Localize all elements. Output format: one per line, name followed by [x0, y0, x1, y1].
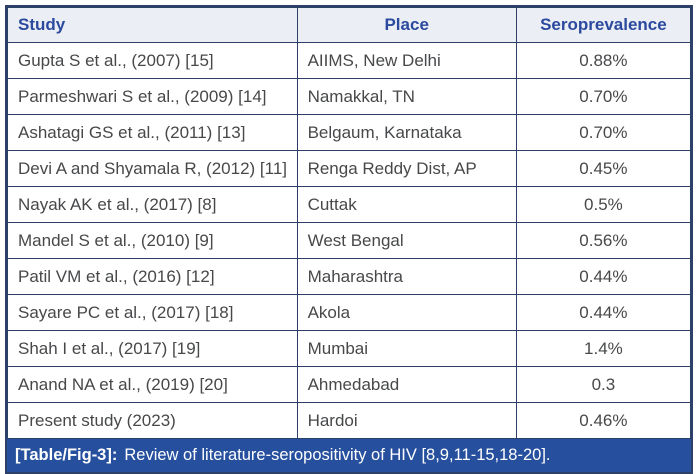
table-row: Patil VM et al., (2016) [12] Maharashtra…: [7, 258, 692, 295]
table-row: Parmeshwari S et al., (2009) [14] Namakk…: [7, 78, 692, 115]
table-cell-study: Anand NA et al., (2019) [20]: [7, 366, 298, 403]
table-cell-study: Devi A and Shyamala R, (2012) [11]: [7, 150, 298, 187]
table-cell-seroprevalence: 1.4%: [515, 330, 692, 367]
table-fig-3: Study Place Seroprevalence Gupta S et al…: [5, 5, 693, 474]
table-row: Sayare PC et al., (2017) [18] Akola 0.44…: [7, 294, 692, 331]
column-header-place: Place: [296, 7, 517, 43]
table-cell-seroprevalence: 0.70%: [515, 114, 692, 151]
table-cell-seroprevalence: 0.88%: [515, 42, 692, 79]
table-cell-place: Renga Reddy Dist, AP: [296, 150, 517, 187]
table-cell-place: Namakkal, TN: [296, 78, 517, 115]
table-cell-place: AIIMS, New Delhi: [296, 42, 517, 79]
table-cell-seroprevalence: 0.44%: [515, 258, 692, 295]
table-cell-study: Patil VM et al., (2016) [12]: [7, 258, 298, 295]
column-header-seroprevalence: Seroprevalence: [515, 7, 692, 43]
table-cell-study: Shah I et al., (2017) [19]: [7, 330, 298, 367]
table-cell-study: Present study (2023): [7, 402, 298, 439]
table-cell-seroprevalence: 0.3: [515, 366, 692, 403]
table-cell-seroprevalence: 0.45%: [515, 150, 692, 187]
table-cell-seroprevalence: 0.44%: [515, 294, 692, 331]
table-cell-place: West Bengal: [296, 222, 517, 259]
seroprevalence-table: Study Place Seroprevalence Gupta S et al…: [7, 7, 692, 439]
table-cell-seroprevalence: 0.46%: [515, 402, 692, 439]
table-cell-seroprevalence: 0.5%: [515, 186, 692, 223]
table-cell-study: Mandel S et al., (2010) [9]: [7, 222, 298, 259]
caption-text: Review of literature-seropositivity of H…: [124, 446, 551, 464]
table-cell-place: Akola: [296, 294, 517, 331]
table-cell-seroprevalence: 0.56%: [515, 222, 692, 259]
table-row: Shah I et al., (2017) [19] Mumbai 1.4%: [7, 330, 692, 367]
table-caption: [Table/Fig-3]: Review of literature-sero…: [7, 439, 691, 472]
table-cell-place: Ahmedabad: [296, 366, 517, 403]
caption-label: [Table/Fig-3]:: [15, 446, 118, 464]
table-cell-place: Maharashtra: [296, 258, 517, 295]
table-row: Nayak AK et al., (2017) [8] Cuttak 0.5%: [7, 186, 692, 223]
table-cell-place: Belgaum, Karnataka: [296, 114, 517, 151]
table-cell-study: Sayare PC et al., (2017) [18]: [7, 294, 298, 331]
table-row: Mandel S et al., (2010) [9] West Bengal …: [7, 222, 692, 259]
table-row: Gupta S et al., (2007) [15] AIIMS, New D…: [7, 42, 692, 79]
table-cell-seroprevalence: 0.70%: [515, 78, 692, 115]
table-row: Anand NA et al., (2019) [20] Ahmedabad 0…: [7, 366, 692, 403]
table-cell-study: Ashatagi GS et al., (2011) [13]: [7, 114, 298, 151]
table-cell-place: Hardoi: [296, 402, 517, 439]
table-cell-study: Gupta S et al., (2007) [15]: [7, 42, 298, 79]
header-row: Study Place Seroprevalence: [7, 7, 692, 43]
table-cell-place: Cuttak: [296, 186, 517, 223]
table-cell-study: Parmeshwari S et al., (2009) [14]: [7, 78, 298, 115]
table-row: Devi A and Shyamala R, (2012) [11] Renga…: [7, 150, 692, 187]
table-row: Present study (2023) Hardoi 0.46%: [7, 402, 692, 439]
table-row: Ashatagi GS et al., (2011) [13] Belgaum,…: [7, 114, 692, 151]
table-cell-place: Mumbai: [296, 330, 517, 367]
table-cell-study: Nayak AK et al., (2017) [8]: [7, 186, 298, 223]
column-header-study: Study: [7, 7, 298, 43]
